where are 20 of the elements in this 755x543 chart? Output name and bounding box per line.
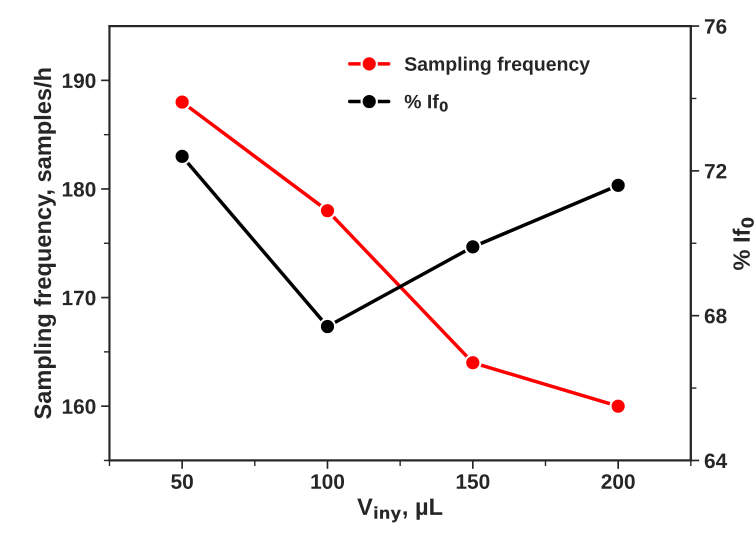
point bbox=[318, 318, 336, 336]
y2-axis-title: % If$_{0}$ bbox=[732, 218, 754, 270]
x-tick-label: 100 bbox=[311, 474, 344, 489]
x-tick-label: 200 bbox=[602, 474, 635, 489]
legend-label: % If$_{0}$ bbox=[404, 94, 448, 112]
y2-tick-label: 76 bbox=[704, 19, 726, 34]
legend-label: Sampling frequency bbox=[404, 56, 590, 75]
point bbox=[318, 202, 336, 220]
y-tick-label: 170 bbox=[62, 290, 96, 306]
x-tick-label: 50 bbox=[171, 474, 193, 489]
y-tick-label: 180 bbox=[62, 182, 96, 197]
y-tick-label: 160 bbox=[62, 399, 96, 414]
y-axis-title: Sampling frequency, samples/h bbox=[34, 68, 56, 419]
y2-tick-label: 68 bbox=[704, 308, 727, 324]
x-tick-label: 150 bbox=[456, 474, 490, 489]
x-axis-title: V$_{iny}$, µL bbox=[357, 498, 442, 522]
y-tick-label: 190 bbox=[62, 73, 96, 88]
point bbox=[464, 354, 482, 372]
y2-tick-label: 72 bbox=[704, 164, 726, 178]
y2-tick-label: 64 bbox=[704, 453, 728, 468]
